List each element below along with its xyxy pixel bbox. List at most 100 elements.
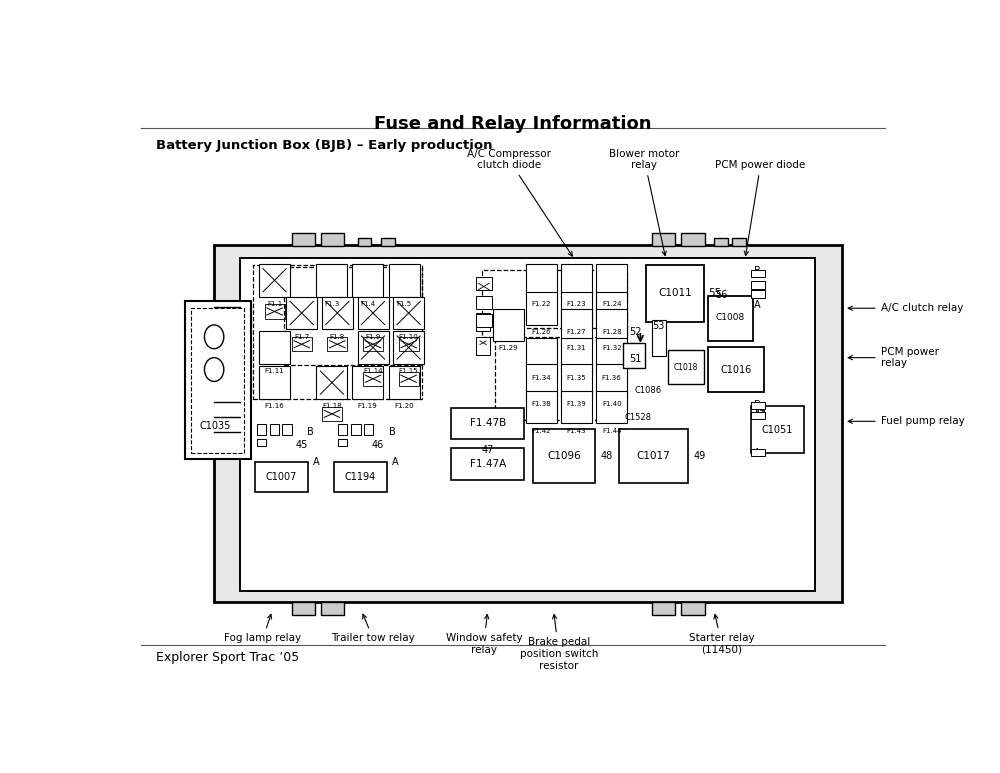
Bar	[358, 238, 371, 247]
Bar	[327, 337, 347, 352]
Text: C1008: C1008	[716, 313, 745, 322]
Bar	[751, 281, 765, 288]
Bar	[363, 337, 383, 352]
Bar	[259, 331, 290, 364]
Text: F1.10: F1.10	[399, 333, 419, 339]
Bar	[652, 320, 666, 356]
Bar	[257, 424, 266, 435]
Bar	[596, 390, 627, 424]
Bar	[652, 601, 675, 615]
Bar	[363, 372, 383, 386]
Text: F1.1: F1.1	[267, 301, 282, 307]
Text: F1.7: F1.7	[294, 333, 309, 339]
Bar	[292, 601, 315, 615]
Text: B: B	[307, 427, 314, 437]
Text: F1.39: F1.39	[566, 400, 586, 407]
Bar	[259, 366, 290, 399]
Text: Window safety
relay: Window safety relay	[446, 615, 522, 655]
Bar	[282, 424, 292, 435]
Text: B: B	[754, 400, 761, 410]
Text: B: B	[754, 267, 761, 276]
Text: F1.27: F1.27	[566, 329, 586, 335]
Text: A/C Compressor
clutch diode: A/C Compressor clutch diode	[467, 148, 572, 256]
Text: C1018: C1018	[674, 363, 698, 372]
Text: A: A	[754, 300, 761, 310]
Bar	[322, 297, 353, 329]
Bar	[214, 244, 842, 601]
Bar	[264, 305, 285, 318]
Text: F1.31: F1.31	[566, 346, 586, 352]
Bar	[476, 313, 490, 331]
Bar	[708, 347, 764, 392]
Text: F1.19: F1.19	[358, 404, 377, 409]
Bar	[292, 337, 312, 352]
Text: F1.32: F1.32	[602, 346, 622, 352]
Bar	[561, 264, 592, 297]
Bar	[493, 308, 524, 341]
Bar	[450, 407, 524, 439]
Text: 52: 52	[629, 327, 641, 337]
Bar	[351, 424, 361, 435]
Bar	[623, 342, 645, 368]
Text: F1.26: F1.26	[531, 329, 551, 335]
Text: F1.9: F1.9	[365, 333, 381, 339]
Bar	[596, 292, 627, 325]
Text: Blower motor
relay: Blower motor relay	[609, 148, 679, 256]
Bar	[751, 270, 765, 278]
Bar	[358, 297, 388, 329]
Text: F1.29: F1.29	[499, 346, 518, 352]
Bar	[561, 292, 592, 325]
Text: 55: 55	[708, 288, 721, 298]
Bar	[399, 372, 419, 386]
Bar	[284, 267, 422, 365]
Bar	[482, 270, 627, 337]
Bar	[526, 364, 557, 397]
Text: Starter relay
(11450): Starter relay (11450)	[689, 615, 755, 655]
Text: F1.44: F1.44	[602, 427, 621, 434]
Text: C1051: C1051	[762, 425, 793, 435]
Text: 54: 54	[754, 409, 767, 419]
Text: Trailer tow relay: Trailer tow relay	[331, 615, 415, 643]
Text: C1035: C1035	[199, 421, 231, 431]
Text: F1.22: F1.22	[531, 301, 551, 307]
Text: C1086: C1086	[635, 386, 662, 395]
Text: F1.20: F1.20	[394, 404, 414, 409]
Bar	[352, 366, 383, 399]
Bar	[714, 238, 728, 247]
Bar	[240, 257, 815, 591]
Text: C1016: C1016	[720, 365, 751, 375]
Bar	[708, 296, 753, 341]
Text: F1.35: F1.35	[566, 375, 586, 381]
Text: F1.24: F1.24	[602, 301, 621, 307]
Text: C1194: C1194	[345, 472, 376, 482]
Bar	[732, 238, 746, 247]
Bar	[668, 350, 704, 384]
Bar	[526, 390, 557, 424]
Bar	[476, 278, 492, 291]
Text: F1.15: F1.15	[399, 368, 418, 374]
Bar	[526, 264, 557, 297]
Bar	[292, 233, 315, 247]
Text: C1096: C1096	[548, 451, 581, 461]
Text: F1.14: F1.14	[363, 368, 383, 374]
Text: Explorer Sport Trac ’05: Explorer Sport Trac ’05	[156, 651, 299, 664]
Bar	[751, 412, 765, 419]
Bar	[257, 438, 266, 446]
Bar	[681, 233, 705, 247]
Text: F1.4: F1.4	[360, 301, 375, 307]
Text: 45: 45	[296, 440, 308, 450]
Text: F1.38: F1.38	[531, 400, 551, 407]
Bar	[495, 328, 626, 420]
Text: PCM power
relay: PCM power relay	[848, 347, 939, 369]
Text: A: A	[754, 448, 761, 458]
Bar	[652, 233, 675, 247]
Text: C1007: C1007	[266, 472, 297, 482]
Bar	[191, 308, 244, 453]
Bar	[751, 402, 765, 410]
Bar	[352, 264, 383, 297]
Text: F1.8: F1.8	[330, 333, 345, 339]
Text: A: A	[392, 457, 398, 467]
Bar	[259, 264, 290, 297]
Bar	[751, 290, 765, 298]
Bar	[476, 296, 492, 309]
